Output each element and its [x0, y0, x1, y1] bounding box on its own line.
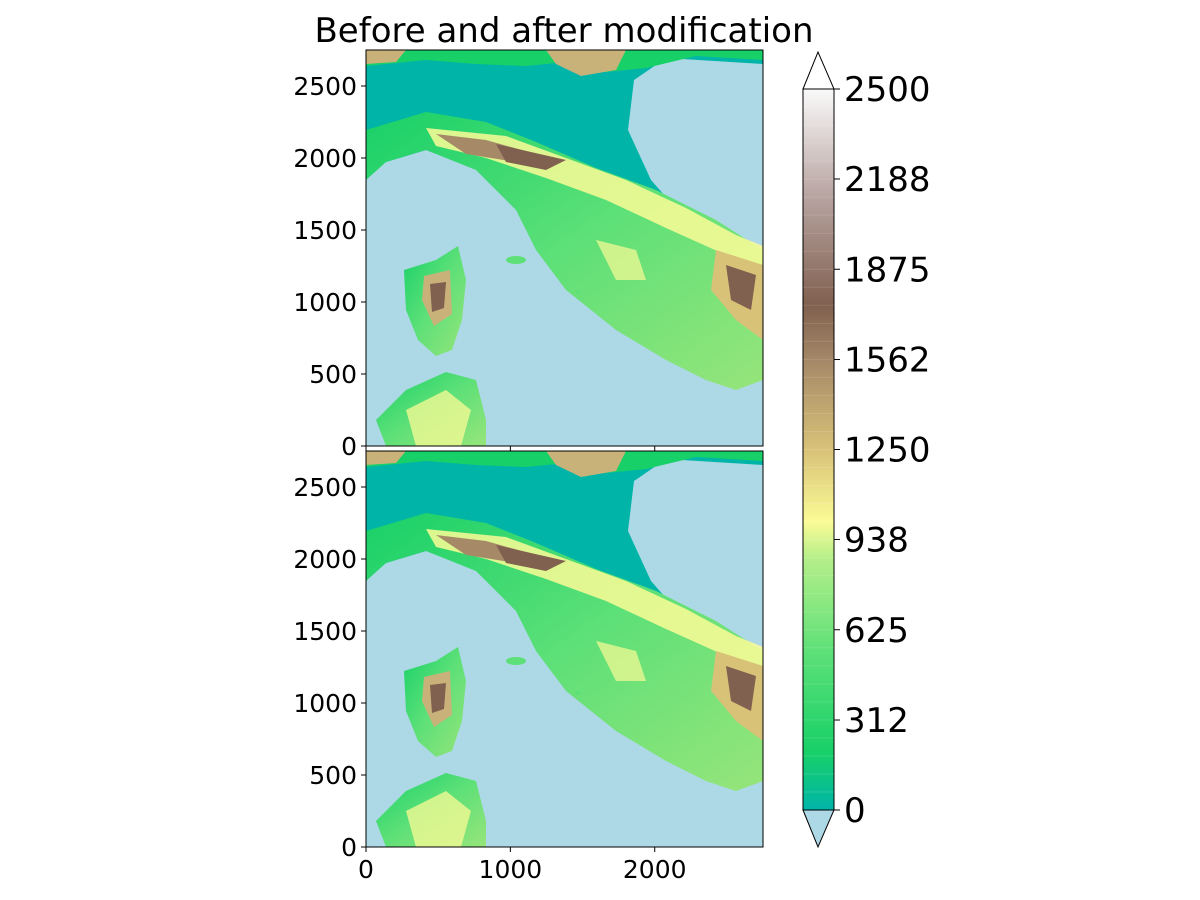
y-tick-label: 2500	[293, 72, 357, 101]
colorbar-tick-label: 0	[844, 791, 866, 831]
y-tick-label: 1000	[293, 689, 357, 718]
axes-frame-after	[365, 450, 764, 848]
y-tick-label: 1500	[293, 216, 357, 245]
y-tick-label: 2000	[293, 545, 357, 574]
panel-after: 0 500 1000 1500 2000 2500 0 1000 2000	[293, 450, 764, 884]
colorbar-tick-label: 1875	[844, 250, 931, 290]
colorbar-tick-label: 938	[844, 520, 909, 560]
x-tick-label: 0	[358, 855, 374, 884]
colorbar: 0 312 625 938 1250 1562 1875 2188 2500	[802, 50, 931, 849]
y-axis-after: 0 500 1000 1500 2000 2500	[293, 473, 366, 862]
colorbar-tick-label: 1250	[844, 431, 931, 471]
axes-frame-before	[365, 49, 764, 447]
y-tick-label: 0	[341, 432, 357, 461]
panel-before: 0 500 1000 1500 2000 2500	[293, 49, 764, 461]
x-tick-label: 2000	[623, 855, 687, 884]
colorbar-extend-min	[802, 809, 835, 849]
terrain-image-before	[366, 50, 763, 446]
x-axis-after: 0 1000 2000	[358, 847, 687, 884]
y-tick-label: 1500	[293, 617, 357, 646]
x-tick-label: 1000	[479, 855, 543, 884]
y-axis-before: 0 500 1000 1500 2000 2500	[293, 72, 366, 461]
y-tick-label: 0	[341, 833, 357, 862]
colorbar-tick-label: 1562	[844, 341, 931, 381]
y-tick-label: 2000	[293, 144, 357, 173]
y-tick-label: 500	[309, 360, 357, 389]
chart-title: Before and after modification	[314, 11, 813, 51]
colorbar-tick-label: 312	[844, 701, 909, 741]
y-tick-label: 500	[309, 761, 357, 790]
colorbar-tick-label: 2500	[844, 70, 931, 110]
y-tick-label: 2500	[293, 473, 357, 502]
colorbar-extend-max	[802, 50, 835, 90]
colorbar-ticks: 0 312 625 938 1250 1562 1875 2188 2500	[803, 70, 931, 831]
terrain-image-after	[366, 451, 763, 847]
colorbar-gradient	[803, 89, 834, 810]
x-axis-before	[365, 446, 656, 451]
colorbar-tick-label: 2188	[844, 160, 931, 200]
colorbar-tick-label: 625	[844, 611, 909, 651]
y-tick-label: 1000	[293, 288, 357, 317]
